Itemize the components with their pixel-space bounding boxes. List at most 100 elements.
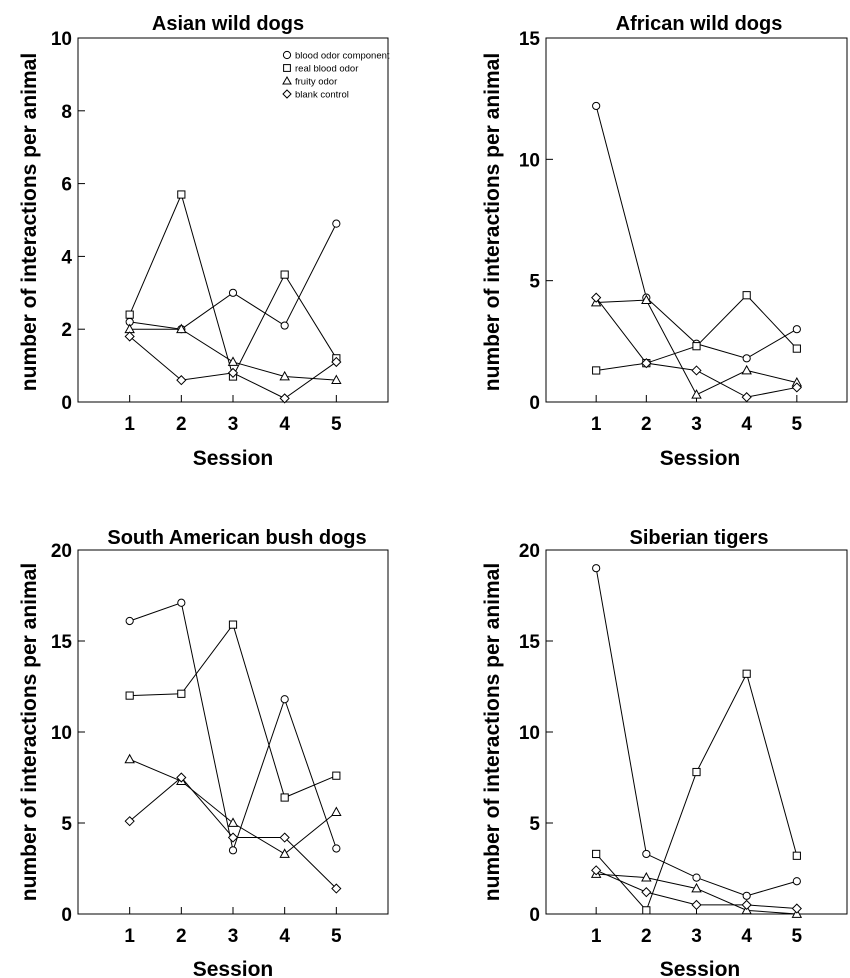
series-group [590, 564, 803, 918]
data-point [279, 393, 290, 404]
legend-label: blood odor component [295, 51, 390, 62]
data-point [228, 620, 238, 629]
x-tick-label: 4 [741, 414, 752, 435]
x-tick-label: 5 [331, 926, 342, 947]
y-tick-label: 10 [51, 29, 72, 50]
x-tick-label: 4 [279, 414, 290, 435]
data-point [592, 101, 601, 111]
data-point [228, 288, 238, 297]
chart-title: South American bush dogs [107, 527, 366, 549]
data-point [691, 365, 702, 376]
data-point [791, 903, 802, 914]
panel-south-american-bush-dogs: South American bush dogs number of inter… [18, 527, 389, 978]
y-tick-label: 10 [519, 723, 540, 744]
data-point [279, 832, 290, 843]
y-tick-label: 4 [61, 247, 72, 268]
x-axis-label: Session [660, 447, 741, 470]
series-group [590, 101, 803, 403]
plot-frame [77, 549, 389, 915]
triangle-marker-icon [282, 75, 292, 85]
x-tick-label: 1 [124, 926, 135, 947]
data-point [742, 291, 751, 300]
data-point [125, 310, 134, 319]
y-tick-label: 2 [61, 320, 72, 341]
data-point [592, 366, 601, 375]
data-point [331, 883, 342, 894]
x-tick-label: 1 [124, 414, 135, 435]
data-point [176, 323, 187, 334]
data-point [332, 844, 341, 853]
data-point [280, 270, 289, 279]
data-point [332, 771, 341, 780]
data-point [124, 816, 135, 827]
data-point [592, 849, 601, 859]
y-axis-label: number of interactions per animal [481, 563, 504, 901]
data-point [124, 331, 135, 342]
data-point [741, 899, 752, 911]
x-tick-label: 3 [228, 414, 239, 435]
y-tick-label: 8 [61, 102, 72, 123]
y-ticks: 0 5 10 15 20 [51, 541, 85, 926]
data-point [228, 846, 238, 855]
series-line-circle [129, 602, 337, 853]
chart-title: Siberian tigers [630, 527, 769, 549]
data-point [125, 616, 134, 626]
x-axis-label: Session [660, 958, 741, 978]
y-tick-label: 5 [529, 814, 540, 835]
x-tick-label: 2 [176, 926, 187, 947]
data-point [331, 806, 342, 816]
data-point [742, 669, 751, 678]
y-tick-label: 15 [51, 632, 73, 653]
y-ticks: 0 2 4 6 8 10 [51, 29, 85, 414]
x-tick-label: 2 [641, 926, 652, 947]
y-tick-label: 6 [61, 175, 72, 196]
x-tick-label: 3 [691, 414, 702, 435]
circle-marker-icon [282, 50, 292, 60]
data-point [642, 849, 651, 859]
x-tick-label: 2 [641, 414, 652, 435]
data-point [332, 219, 341, 228]
y-ticks: 0 5 10 15 20 [519, 541, 553, 926]
data-point [791, 382, 802, 393]
x-tick-label: 2 [176, 414, 187, 435]
series-line-diamond [129, 336, 337, 399]
y-tick-label: 20 [51, 541, 72, 562]
legend: blood odor component real blood odor fru… [282, 50, 390, 101]
legend-item-fruity-odor: fruity odor [282, 75, 337, 88]
data-point [691, 882, 702, 893]
y-tick-label: 0 [529, 905, 540, 926]
data-point [742, 891, 751, 900]
data-point [279, 848, 290, 858]
data-point [692, 873, 701, 882]
y-tick-label: 10 [519, 150, 540, 171]
data-point [741, 392, 752, 403]
y-tick-label: 5 [61, 814, 72, 835]
data-point [331, 374, 342, 385]
x-axis-label: Session [193, 958, 274, 978]
data-point [792, 877, 801, 886]
data-point [124, 753, 135, 764]
data-point [176, 375, 187, 386]
data-point [692, 342, 701, 351]
legend-item-real-blood-odor: real blood odor [283, 64, 358, 75]
data-point [641, 358, 652, 369]
legend-item-blank-control: blank control [282, 89, 349, 101]
panel-siberian-tigers: Siberian tigers number of interactions p… [481, 527, 848, 978]
data-point [280, 793, 289, 802]
y-tick-label: 15 [519, 29, 541, 50]
y-ticks: 0 5 10 15 [519, 29, 553, 414]
series-group [124, 598, 342, 894]
series-group [124, 190, 342, 404]
data-point [280, 695, 289, 704]
data-point [592, 564, 601, 573]
square-marker-icon [283, 64, 291, 72]
data-point [227, 356, 239, 366]
data-point [279, 370, 290, 381]
x-axis-label: Session [193, 447, 274, 470]
x-ticks: 1 2 3 4 5 [591, 395, 803, 435]
diamond-marker-icon [282, 89, 292, 99]
x-tick-label: 4 [741, 926, 752, 947]
legend-label: blank control [295, 90, 349, 101]
series-line-square [129, 623, 337, 799]
y-tick-label: 10 [51, 723, 72, 744]
